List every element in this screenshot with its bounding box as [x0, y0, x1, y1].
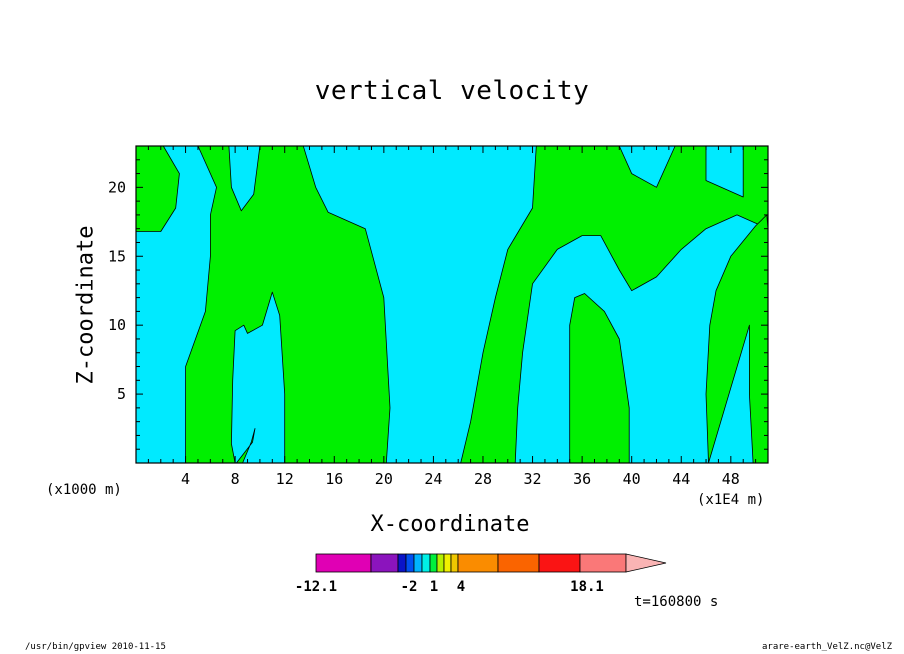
- x-tick-label: 32: [524, 470, 542, 488]
- y-tick-label: 5: [117, 385, 126, 403]
- colorbar-label: 4: [457, 579, 465, 595]
- colorbar-segment: [413, 553, 423, 573]
- y-tick-label: 10: [108, 316, 126, 334]
- chart-title: vertical velocity: [314, 76, 590, 106]
- y-tick-label: 20: [108, 178, 126, 196]
- x-tick-label: 36: [573, 470, 591, 488]
- positive-region-2: [185, 145, 391, 464]
- colorbar-segment: [370, 553, 399, 573]
- x-tick-label: 44: [672, 470, 690, 488]
- x-tick-label: 48: [722, 470, 740, 488]
- x-tick-label: 8: [231, 470, 240, 488]
- colorbar-segment: [421, 553, 431, 573]
- colorbar-segment: [315, 553, 372, 573]
- colorbar-segment: [497, 553, 540, 573]
- x-axis-label: X-coordinate: [370, 512, 530, 537]
- x-tick-label: 24: [424, 470, 442, 488]
- colorbar-segment: [436, 553, 445, 573]
- colorbar-label: 18.1: [570, 579, 604, 595]
- footer-left: /usr/bin/gpview 2010-11-15: [25, 642, 166, 652]
- colorbar-label: 1: [430, 579, 438, 595]
- colorbar-segment: [457, 553, 499, 573]
- x-tick-label: 12: [276, 470, 294, 488]
- positive-region-5: [569, 293, 630, 464]
- plot-frame: [135, 145, 769, 464]
- x-unit-left: (x1000 m): [46, 482, 122, 498]
- colorbar-segment: [538, 553, 581, 573]
- plot-area: [135, 145, 769, 464]
- colorbar-label: -2: [401, 579, 418, 595]
- time-label: t=160800 s: [634, 594, 719, 610]
- x-tick-label: 40: [623, 470, 641, 488]
- colorbar-segment: [443, 553, 452, 573]
- colorbar: -12.1 -2 1 4 18.1: [295, 553, 667, 595]
- y-tick-label: 15: [108, 247, 126, 265]
- x-tick-label: 20: [375, 470, 393, 488]
- x-tick-label: 28: [474, 470, 492, 488]
- x-tick-label: 4: [181, 470, 190, 488]
- colorbar-label: -12.1: [295, 579, 337, 595]
- colorbar-segment: [405, 553, 415, 573]
- x-unit-right: (x1E4 m): [697, 492, 765, 508]
- colorbar-segment: [450, 553, 459, 573]
- colorbar-arrow: [625, 553, 667, 573]
- colorbar-segment: [579, 553, 627, 573]
- colorbar-segment: [429, 553, 438, 573]
- x-tick-label: 16: [325, 470, 343, 488]
- footer-right: arare-earth_VelZ.nc@VelZ: [762, 642, 893, 652]
- colorbar-segment: [397, 553, 407, 573]
